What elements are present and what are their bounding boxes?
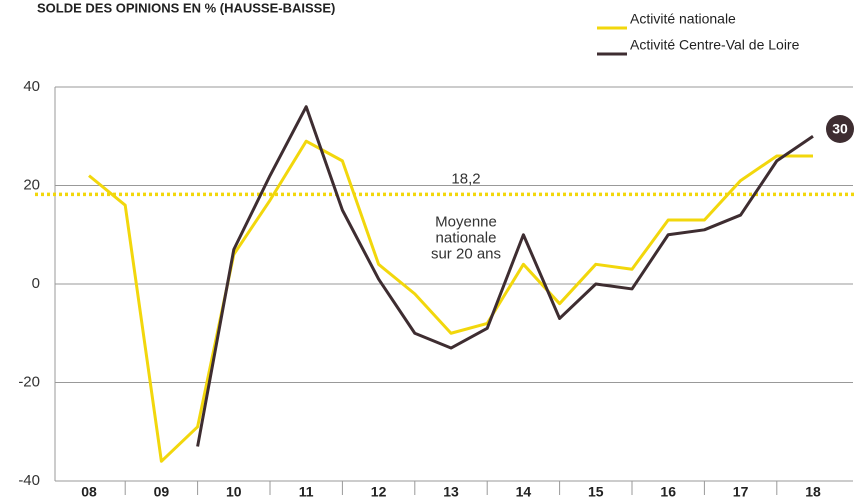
x-tick-label: 13 <box>443 484 459 500</box>
x-tick-label: 15 <box>588 484 604 500</box>
x-tick-label: 17 <box>733 484 749 500</box>
legend-label: Activité nationale <box>630 11 736 27</box>
end-badge-label: 30 <box>832 121 848 137</box>
x-tick-label: 12 <box>371 484 387 500</box>
series-line <box>88 139 813 463</box>
reference-label: 18,2 <box>451 170 480 187</box>
reference-text: sur 20 ans <box>431 245 501 262</box>
y-tick-label: 20 <box>23 176 40 193</box>
x-tick-label: 09 <box>154 484 170 500</box>
chart-title: SOLDE DES OPINIONS EN % (HAUSSE-BAISSE) <box>37 0 335 15</box>
series-line <box>196 105 814 447</box>
y-tick-label: -20 <box>18 373 40 390</box>
reference-text: nationale <box>436 229 497 246</box>
x-tick-label: 10 <box>226 484 242 500</box>
x-tick-label: 18 <box>805 484 821 500</box>
x-tick-label: 14 <box>516 484 532 500</box>
legend-label: Activité Centre-Val de Loire <box>630 37 800 53</box>
y-tick-label: 0 <box>32 275 40 292</box>
y-tick-label: 40 <box>23 78 40 95</box>
x-tick-label: 08 <box>81 484 97 500</box>
end-badge <box>826 115 854 143</box>
y-tick-label: -40 <box>18 472 40 489</box>
reference-text: Moyenne <box>435 213 497 230</box>
x-tick-label: 11 <box>299 484 314 500</box>
x-tick-label: 16 <box>660 484 676 500</box>
